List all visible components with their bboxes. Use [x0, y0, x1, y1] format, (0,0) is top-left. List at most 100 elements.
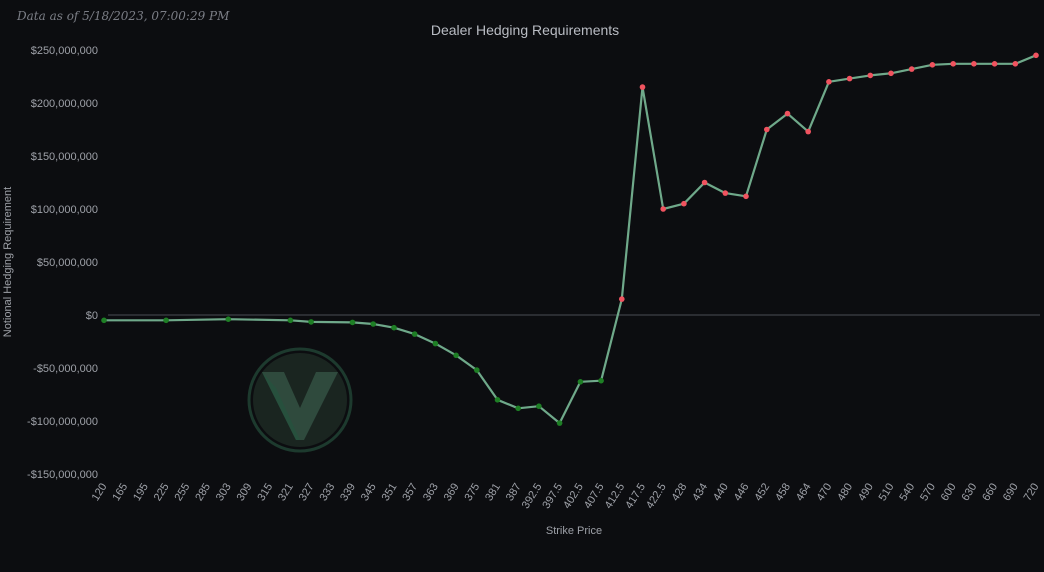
x-tick-label: 490: [856, 481, 876, 503]
negative-data-point: [370, 321, 377, 327]
negative-data-point: [101, 317, 107, 324]
y-tick-label: -$150,000,000: [27, 469, 98, 481]
positive-data-point: [764, 126, 770, 133]
x-tick-label: 225: [152, 481, 172, 503]
negative-data-point: [577, 379, 584, 385]
x-tick-label: 434: [690, 481, 710, 503]
x-axis: 120 165 195 225 255 285 303 309 315 321 327 333 339 3…: [90, 481, 1042, 511]
negative-data-point: [287, 317, 294, 324]
x-tick-label: 690: [1001, 481, 1021, 503]
negative-data-point: [225, 316, 232, 323]
y-tick-label: -$50,000,000: [33, 363, 98, 375]
x-tick-label: 345: [359, 481, 379, 503]
y-tick-label: $250,000,000: [31, 45, 98, 57]
positive-data-point: [1033, 52, 1039, 59]
positive-data-point: [681, 200, 687, 207]
chart-title: Dealer Hedging Requirements: [430, 22, 620, 38]
x-tick-label: 412.5: [603, 481, 628, 511]
y-tick-label: -$100,000,000: [27, 416, 98, 428]
x-tick-label: 285: [193, 481, 213, 503]
positive-data-point: [971, 61, 977, 67]
logo-ring: [247, 347, 353, 453]
x-tick-label: 464: [794, 481, 814, 503]
x-tick-label: 397.5: [540, 481, 565, 511]
positive-data-point: [888, 70, 894, 77]
x-tick-label: 422.5: [644, 481, 669, 511]
y-tick-label: $50,000,000: [37, 257, 98, 269]
x-tick-label: 392.5: [520, 481, 545, 511]
positive-data-point: [826, 79, 832, 85]
positive-data-point: [743, 193, 749, 200]
series-markers: [101, 52, 1039, 426]
positive-data-point: [805, 128, 811, 135]
data-timestamp: Data as of 5/18/2023, 07:00:29 PM: [17, 9, 230, 23]
x-tick-label: 339: [338, 481, 358, 503]
y-axis: $250,000,000 $200,000,000 $150,000,000 $100…: [27, 45, 98, 481]
x-tick-label: 452: [752, 481, 772, 503]
positive-data-point: [846, 75, 853, 82]
x-tick-label: 327: [297, 481, 317, 503]
x-tick-label: 387: [504, 481, 524, 503]
x-tick-label: 255: [172, 481, 192, 503]
x-tick-label: 351: [380, 481, 400, 503]
x-tick-label: 600: [939, 481, 959, 503]
logo-v-shade: [262, 372, 300, 440]
y-tick-label: $200,000,000: [31, 98, 98, 110]
positive-data-point: [660, 206, 666, 212]
y-tick-label: $150,000,000: [31, 151, 98, 163]
series-line: [104, 54, 1037, 425]
brand-logo: [247, 347, 353, 453]
x-tick-label: 309: [235, 481, 255, 503]
x-tick-label: 357: [400, 481, 420, 503]
negative-data-point: [308, 319, 314, 325]
positive-data-point: [784, 110, 791, 117]
x-tick-label: 540: [897, 481, 917, 503]
positive-data-point: [908, 66, 915, 72]
positive-data-point: [929, 62, 936, 68]
positive-data-point: [619, 296, 625, 302]
x-tick-label: 381: [483, 481, 503, 503]
x-tick-label: 470: [815, 481, 835, 503]
x-tick-label: 458: [773, 481, 793, 503]
x-tick-label: 375: [462, 481, 482, 503]
x-tick-label: 480: [835, 481, 855, 503]
x-tick-label: 446: [732, 481, 752, 503]
negative-data-point: [536, 403, 542, 410]
negative-data-point: [556, 420, 563, 426]
x-axis-label: Strike Price: [546, 525, 602, 537]
y-tick-label: $100,000,000: [31, 204, 98, 216]
negative-data-point: [515, 405, 521, 412]
x-tick-label: 303: [214, 481, 234, 503]
x-tick-label: 510: [877, 481, 897, 503]
negative-data-point: [598, 377, 604, 384]
logo-v-mark: [262, 372, 338, 440]
positive-data-point: [639, 84, 646, 90]
positive-data-point: [867, 72, 874, 79]
x-tick-label: 369: [442, 481, 462, 503]
x-tick-label: 165: [110, 481, 130, 503]
x-tick-label: 720: [1022, 481, 1042, 503]
x-tick-label: 407.5: [582, 481, 607, 511]
negative-data-point: [453, 352, 459, 359]
x-tick-label: 630: [960, 481, 980, 503]
x-tick-label: 195: [131, 481, 151, 503]
x-tick-label: 440: [711, 481, 731, 503]
negative-data-point: [432, 340, 439, 347]
x-tick-label: 428: [670, 481, 690, 503]
y-tick-label: $0: [86, 310, 98, 322]
negative-data-point: [411, 331, 418, 337]
x-tick-label: 402.5: [561, 481, 586, 511]
x-tick-label: 417.5: [623, 481, 648, 511]
positive-data-point: [950, 61, 956, 67]
y-axis-label: Notional Hedging Requirement: [2, 187, 14, 337]
x-tick-label: 321: [276, 481, 296, 503]
x-tick-label: 120: [90, 481, 110, 503]
negative-data-point: [163, 317, 169, 324]
x-tick-label: 363: [421, 481, 441, 503]
negative-data-point: [474, 367, 480, 373]
x-tick-label: 315: [255, 481, 275, 503]
x-tick-label: 333: [317, 481, 337, 503]
positive-data-point: [991, 61, 998, 67]
positive-data-point: [1012, 61, 1019, 67]
